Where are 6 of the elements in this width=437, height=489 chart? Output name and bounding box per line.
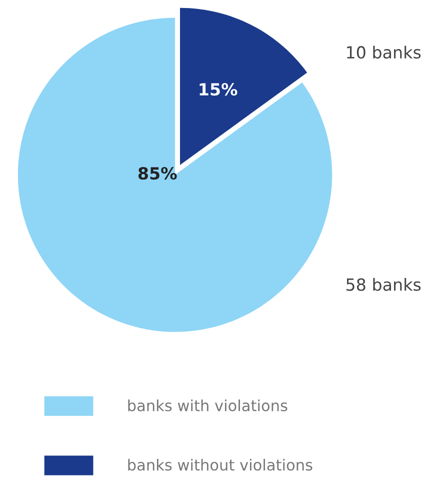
- legend-label: banks without violations: [128, 458, 312, 471]
- data-label: 85%: [138, 167, 177, 180]
- text: 58 banks: [346, 278, 421, 291]
- legend-label: banks with violations: [128, 399, 288, 412]
- data-label: 15%: [200, 83, 238, 96]
- text: 10 banks: [347, 46, 421, 59]
